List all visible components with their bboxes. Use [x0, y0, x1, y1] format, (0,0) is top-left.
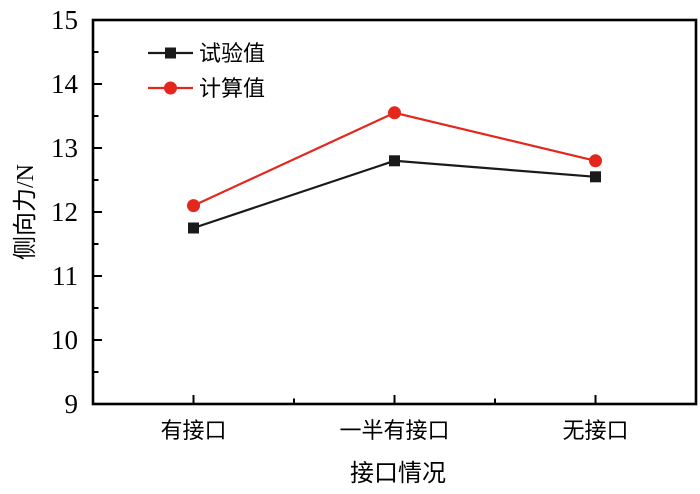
legend-marker-square-icon — [165, 47, 176, 59]
y-axis-tick-label: 12 — [51, 197, 78, 227]
legend-marker-circle-icon — [164, 81, 177, 95]
y-axis-tick-label: 10 — [51, 325, 78, 355]
y-axis-tick-label: 9 — [65, 389, 79, 419]
x-axis-tick-label: 有接口 — [160, 418, 226, 443]
series-marker-square — [590, 171, 601, 183]
y-axis-tick-label: 15 — [51, 5, 78, 35]
legend-label: 计算值 — [199, 76, 265, 101]
series-marker-square — [188, 222, 199, 234]
y-axis-title: 侧向力/N — [12, 164, 39, 260]
legend-label: 试验值 — [199, 41, 265, 66]
x-axis-tick-label: 无接口 — [562, 418, 628, 443]
y-axis-tick-label: 13 — [51, 133, 78, 163]
series-marker-circle — [589, 154, 602, 168]
series-marker-square — [389, 155, 400, 167]
y-axis-tick-label: 11 — [52, 261, 78, 291]
series-marker-circle — [187, 199, 200, 213]
series-marker-circle — [388, 106, 401, 120]
y-axis-tick-label: 14 — [51, 69, 79, 99]
x-axis-title: 接口情况 — [350, 460, 446, 487]
x-axis-tick-label: 一半有接口 — [339, 418, 449, 443]
